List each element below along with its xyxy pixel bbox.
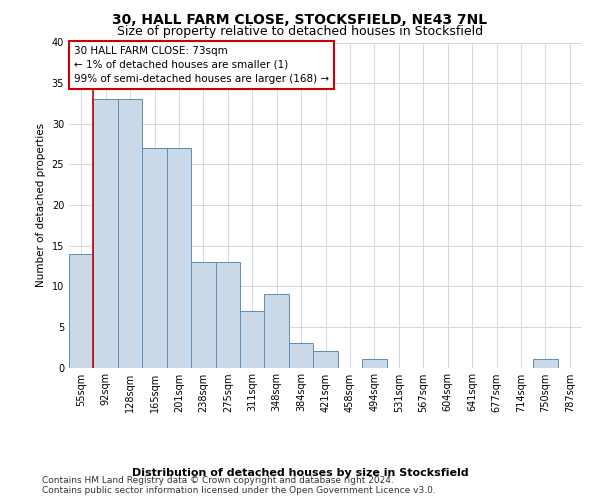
Bar	[265, 294, 289, 368]
Bar	[94, 100, 118, 368]
Bar	[118, 100, 142, 368]
Bar	[240, 310, 265, 368]
Bar	[167, 148, 191, 368]
Y-axis label: Number of detached properties: Number of detached properties	[36, 123, 46, 287]
Text: Contains HM Land Registry data © Crown copyright and database right 2024.: Contains HM Land Registry data © Crown c…	[42, 476, 394, 485]
Text: Size of property relative to detached houses in Stocksfield: Size of property relative to detached ho…	[117, 25, 483, 38]
Bar	[289, 343, 313, 367]
Bar	[142, 148, 167, 368]
Bar	[533, 360, 557, 368]
Bar	[69, 254, 94, 368]
Bar	[215, 262, 240, 368]
Bar	[362, 360, 386, 368]
Bar	[191, 262, 215, 368]
Bar	[313, 351, 338, 368]
Text: 30, HALL FARM CLOSE, STOCKSFIELD, NE43 7NL: 30, HALL FARM CLOSE, STOCKSFIELD, NE43 7…	[112, 12, 488, 26]
Text: Contains public sector information licensed under the Open Government Licence v3: Contains public sector information licen…	[42, 486, 436, 495]
Text: Distribution of detached houses by size in Stocksfield: Distribution of detached houses by size …	[131, 468, 469, 477]
Text: 30 HALL FARM CLOSE: 73sqm
← 1% of detached houses are smaller (1)
99% of semi-de: 30 HALL FARM CLOSE: 73sqm ← 1% of detach…	[74, 46, 329, 84]
